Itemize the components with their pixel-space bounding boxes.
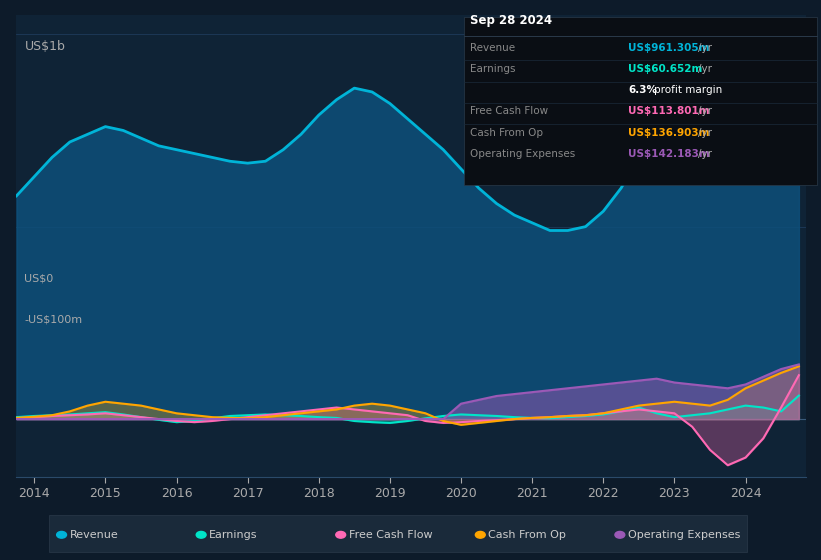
- Text: US$136.903m: US$136.903m: [628, 128, 713, 138]
- Text: US$1b: US$1b: [25, 40, 65, 53]
- Text: -US$100m: -US$100m: [25, 315, 82, 325]
- Text: Revenue: Revenue: [70, 530, 118, 540]
- Text: /yr: /yr: [698, 43, 712, 53]
- Text: US$961.305m: US$961.305m: [628, 43, 713, 53]
- Text: /yr: /yr: [698, 106, 712, 116]
- Text: /yr: /yr: [698, 64, 712, 74]
- Text: Cash From Op: Cash From Op: [470, 128, 544, 138]
- Text: Earnings: Earnings: [470, 64, 516, 74]
- Text: Operating Expenses: Operating Expenses: [628, 530, 741, 540]
- Text: Revenue: Revenue: [470, 43, 516, 53]
- Text: Operating Expenses: Operating Expenses: [470, 149, 576, 159]
- Text: Free Cash Flow: Free Cash Flow: [349, 530, 433, 540]
- Text: profit margin: profit margin: [654, 85, 722, 95]
- Text: /yr: /yr: [698, 128, 712, 138]
- Text: US$142.183m: US$142.183m: [628, 149, 713, 159]
- Text: /yr: /yr: [698, 149, 712, 159]
- Text: US$60.652m: US$60.652m: [628, 64, 706, 74]
- Text: Earnings: Earnings: [209, 530, 258, 540]
- Text: US$113.801m: US$113.801m: [628, 106, 713, 116]
- Text: Free Cash Flow: Free Cash Flow: [470, 106, 548, 116]
- Text: Sep 28 2024: Sep 28 2024: [470, 13, 553, 26]
- Text: US$0: US$0: [25, 273, 53, 283]
- Text: Cash From Op: Cash From Op: [488, 530, 566, 540]
- Text: 6.3%: 6.3%: [628, 85, 657, 95]
